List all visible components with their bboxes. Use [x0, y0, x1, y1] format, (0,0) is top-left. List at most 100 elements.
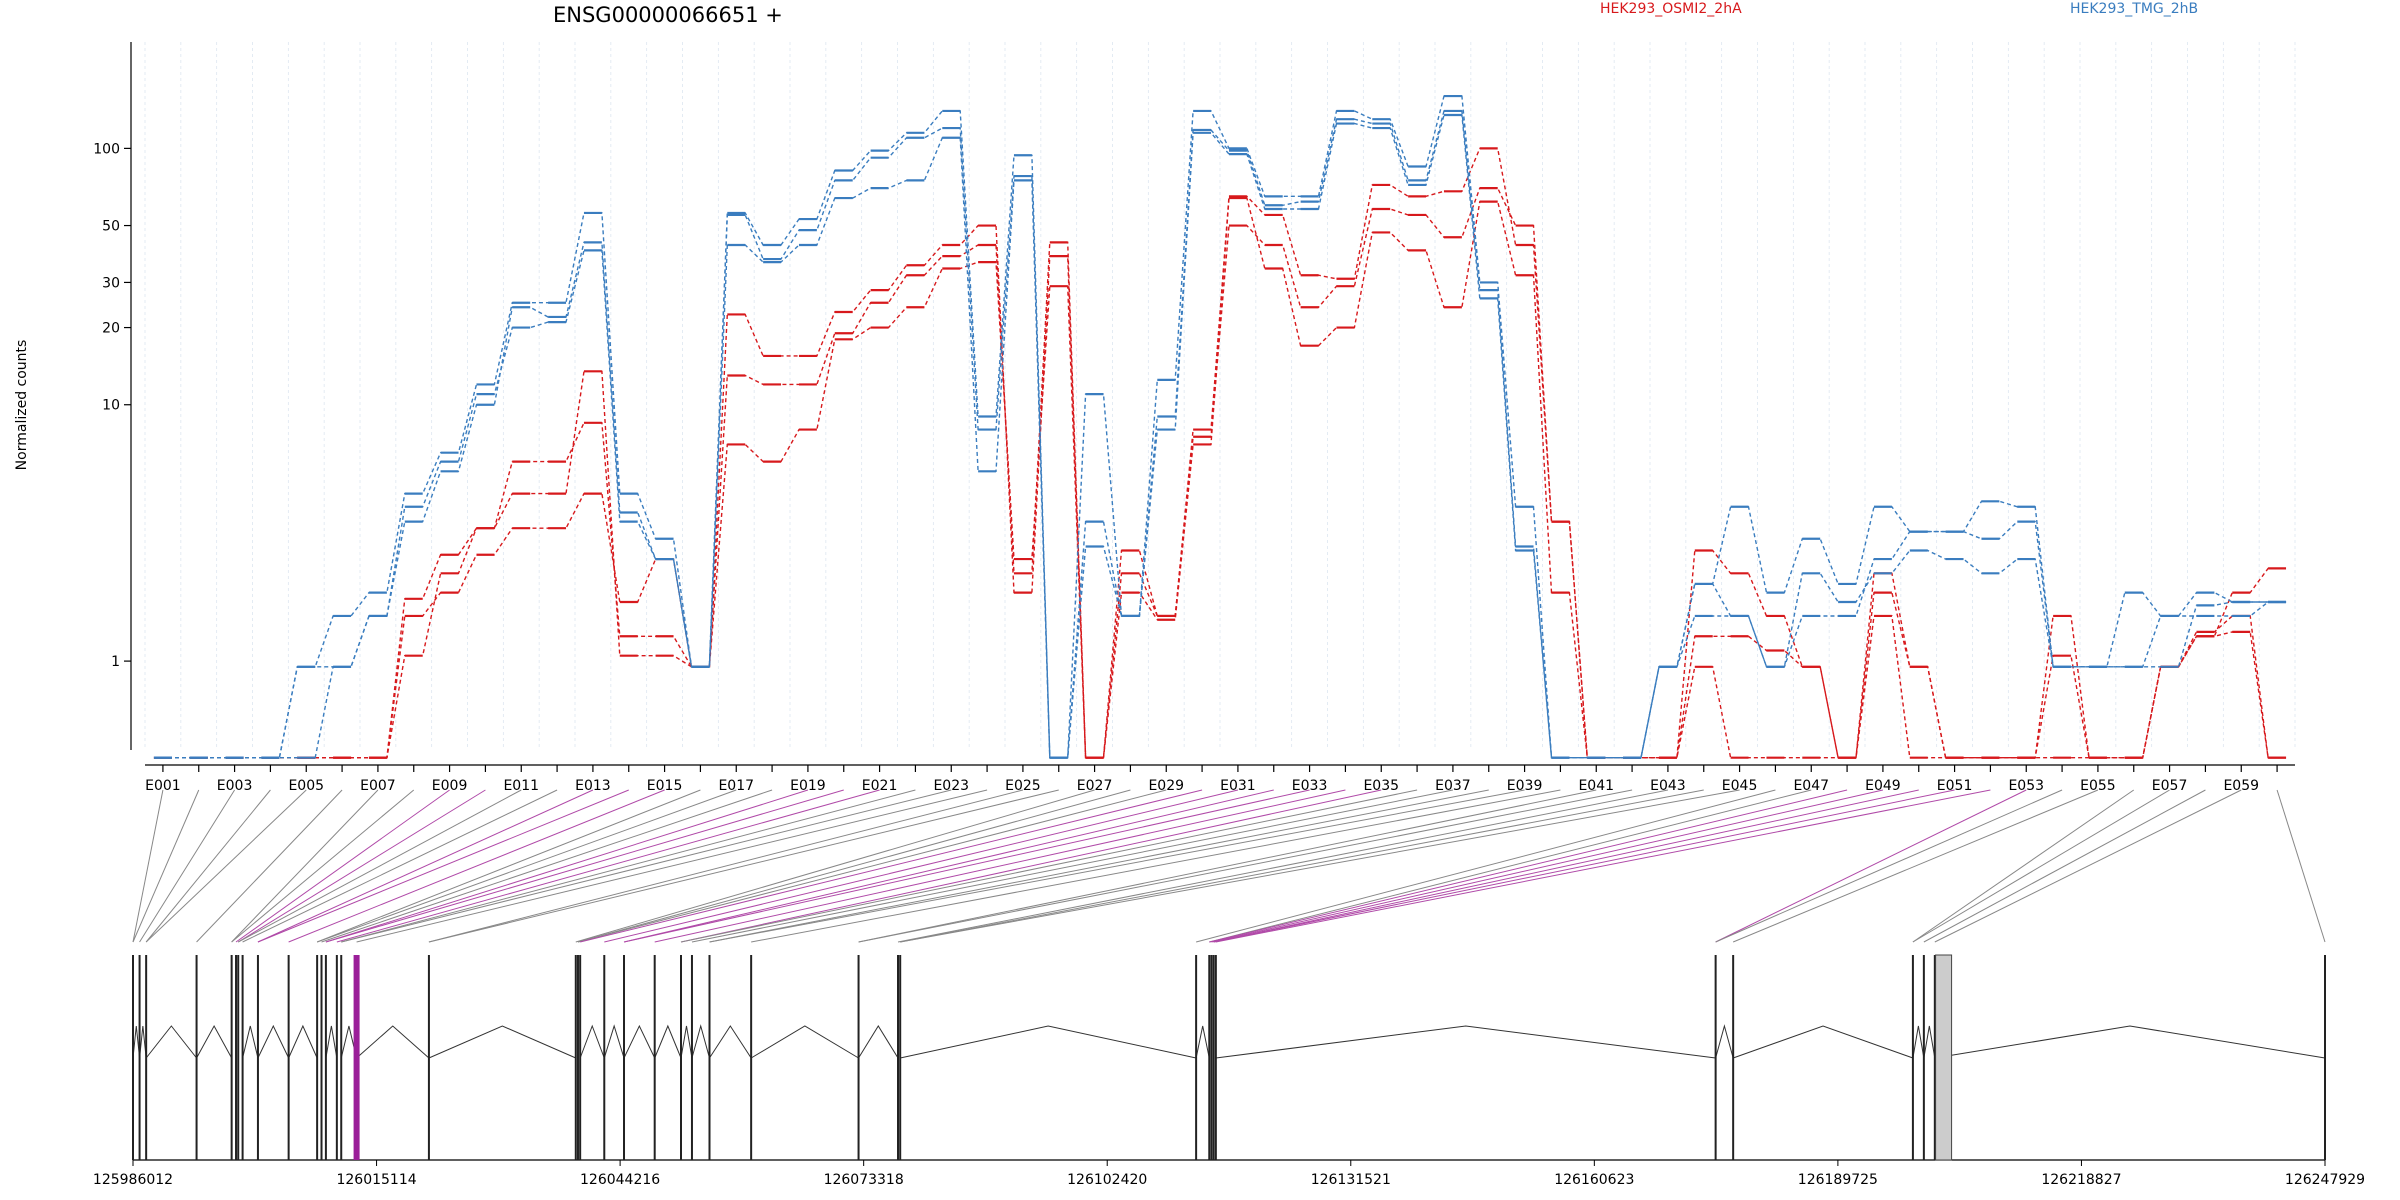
exon-connector: [257, 789, 629, 943]
coord-tick-label: 126131521: [1311, 1172, 1391, 1188]
intron-link: [257, 1024, 290, 1059]
chart-series: [153, 94, 2287, 759]
intron-link: [356, 1025, 430, 1059]
y-tick-label: 100: [93, 141, 120, 157]
x-tick-label: E029: [1148, 778, 1184, 794]
exon-connector: [897, 789, 1669, 943]
exon-block: [690, 955, 693, 1160]
x-tick-label: E043: [1650, 778, 1686, 794]
exon-connector: [1215, 789, 1991, 943]
exon-connector: [654, 789, 1346, 943]
exon-connector: [709, 789, 1489, 943]
coord-tick-label: 126044216: [580, 1172, 660, 1188]
x-tick-label: E057: [2152, 778, 2188, 794]
exon-block-shaded: [1935, 954, 1953, 1161]
intron-link: [691, 1024, 710, 1059]
intron-link: [1923, 1025, 1936, 1059]
exon-connector: [580, 789, 1203, 943]
x-tick-label: E001: [145, 778, 181, 794]
exon-block: [899, 955, 902, 1160]
coord-tick-label: 126160623: [1554, 1172, 1634, 1188]
exon-block: [1208, 955, 1211, 1160]
x-tick-label: E017: [718, 778, 754, 794]
exon-connector: [680, 789, 1382, 943]
intron-link: [325, 1025, 338, 1059]
y-tick-label: 50: [102, 219, 120, 235]
exon-block: [324, 955, 327, 1160]
exon-connector: [132, 789, 164, 943]
intron-link: [1715, 1024, 1734, 1059]
x-tick-label: E013: [575, 778, 611, 794]
exon-block: [1214, 955, 1217, 1160]
x-tick-label: E011: [503, 778, 539, 794]
intron-link: [858, 1025, 899, 1059]
exon-block: [256, 955, 259, 1160]
exon-block: [353, 955, 360, 1160]
series-6: [153, 109, 2287, 759]
exon-block: [623, 955, 626, 1160]
exon-connector: [325, 789, 809, 943]
exon-block: [138, 955, 141, 1160]
coord-tick-label: 126102420: [1067, 1172, 1147, 1188]
coord-tick-label: 126015114: [336, 1172, 416, 1188]
exon-block: [145, 955, 148, 1160]
exon-connector: [604, 789, 1239, 943]
intron-link: [1195, 1025, 1210, 1059]
y-tick-label: 20: [102, 321, 120, 337]
exon-block: [576, 955, 579, 1160]
exon-connector: [356, 789, 988, 943]
x-tick-label: E031: [1220, 778, 1256, 794]
coord-tick-label: 126218827: [2041, 1172, 2121, 1188]
x-tick-label: E049: [1865, 778, 1901, 794]
exon-connector: [237, 789, 522, 943]
gene-model-track: [132, 954, 2326, 1161]
exon-block: [335, 955, 338, 1160]
genomic-coordinate-labels: 125986012 126015114 126044216 126073318 1261…: [93, 1160, 2365, 1188]
x-tick-label: E023: [933, 778, 969, 794]
chart-axes: [130, 42, 2295, 766]
exon-connector: [336, 789, 880, 943]
x-tick-label: E009: [432, 778, 468, 794]
intron-link: [139, 1025, 147, 1059]
exon-connector: [257, 789, 594, 943]
intron-link: [145, 1025, 197, 1059]
exon-connector: [709, 789, 1525, 943]
exon-block: [1212, 955, 1215, 1160]
exon-block: [132, 955, 134, 1160]
exon-block: [195, 955, 198, 1160]
intron-link: [288, 1024, 318, 1059]
chart-grid: [144, 42, 2296, 750]
exon-block: [1933, 955, 1936, 1160]
x-tick-label: E025: [1005, 778, 1041, 794]
x-axis-ticks: E001 E003 E005 E007 E009 E011 E013 E015 E017 E019…: [145, 765, 2278, 794]
exon-block: [750, 955, 753, 1160]
exon-connector: [1213, 789, 1955, 943]
exon-connector: [132, 789, 200, 943]
exon-connector: [231, 789, 415, 943]
series-line: [154, 110, 2286, 759]
series-line: [154, 187, 2286, 759]
exon-block: [653, 955, 656, 1160]
exon-connector: [680, 789, 1418, 943]
exon-block: [897, 955, 900, 1160]
exon-connector: [1195, 789, 1776, 943]
coord-tick-label: 126247929: [2285, 1172, 2365, 1188]
y-tick-label: 1: [111, 654, 120, 670]
y-axis-ticks: 1 10 20 30 50 100: [93, 141, 131, 670]
x-tick-label: E037: [1435, 778, 1471, 794]
exon-connector: [145, 789, 271, 943]
x-tick-label: E019: [790, 778, 826, 794]
legend-entry-tmg: HEK293_TMG_2hB: [2070, 1, 2198, 17]
exon-block: [579, 955, 582, 1160]
exon-connector: [1923, 789, 2206, 943]
exon-connector: [691, 789, 1454, 943]
x-tick-label: E035: [1363, 778, 1399, 794]
x-tick-label: E055: [2080, 778, 2116, 794]
exon-block: [287, 955, 290, 1160]
exon-block: [320, 955, 323, 1160]
exon-block: [427, 955, 430, 1160]
exon-block: [1714, 955, 1717, 1160]
intron-link: [680, 1025, 693, 1059]
y-tick-label: 10: [102, 398, 120, 414]
